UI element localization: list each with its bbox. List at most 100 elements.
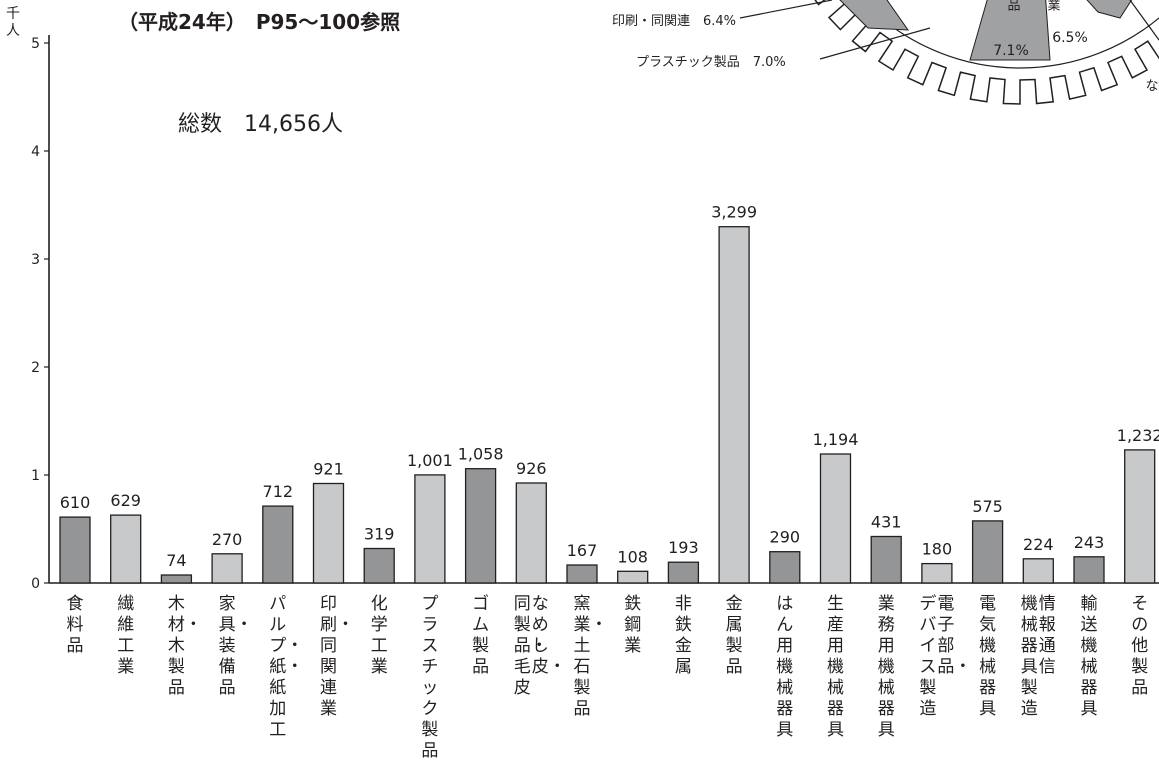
x-tick-label: 窯業・土石製品 <box>573 594 608 720</box>
x-tick-label-line: なめし皮・ <box>531 594 566 677</box>
bar-value-label: 224 <box>1023 535 1054 554</box>
x-tick-label: 食料品 <box>66 594 84 657</box>
x-tick-label-line: 繊維工業 <box>117 594 135 677</box>
bar-value-label: 193 <box>668 538 699 557</box>
bar <box>769 551 801 584</box>
bar <box>59 516 91 584</box>
bar-value-label: 712 <box>263 482 294 501</box>
bars: 610 629 74 270 712 921 319 1,001 1,058 926 167 108 1… <box>59 203 1159 584</box>
x-tick-label-line: 家具・装備品 <box>218 594 253 698</box>
bar <box>921 562 953 584</box>
bar <box>1124 449 1156 584</box>
x-tick-label: 業務用機械器具 <box>877 594 895 741</box>
y-tick-label: 3 <box>31 252 40 268</box>
bar-value-label: 921 <box>313 460 344 479</box>
bar <box>667 561 700 584</box>
bar-value-label: 180 <box>922 540 953 559</box>
pie-slice-right <box>1086 0 1133 19</box>
x-tick-label: その他製品 <box>1131 594 1149 699</box>
x-tick-label-line: パルプ・紙・紙加工 <box>269 594 304 740</box>
pie-leader-printing <box>739 0 833 19</box>
x-tick-label-line: 化学工業 <box>370 594 388 677</box>
x-tick-label-line: その他製品 <box>1131 594 1149 698</box>
bar <box>566 564 598 584</box>
bar-value-label: 74 <box>166 551 186 570</box>
x-tick-label-line: 業務用機械器具 <box>877 594 895 740</box>
bar <box>262 505 294 584</box>
bar-value-label: 926 <box>516 459 547 478</box>
x-tick-label-line: 情報通信 <box>1038 594 1056 677</box>
x-tick-label: 家具・装備品 <box>218 594 253 699</box>
pie-label-plastic: プラスチック製品 7.0% <box>636 55 786 70</box>
bar-value-label: 1,058 <box>458 445 504 464</box>
bar-value-label: 431 <box>871 513 902 532</box>
bar-value-label: 3,299 <box>711 203 757 222</box>
x-tick-label: 鉄鋼業 <box>624 594 642 657</box>
x-tick-label-line: 印刷・同関連業 <box>320 594 354 719</box>
bar-value-label: 290 <box>770 528 801 547</box>
x-tick-label-line: 生産用機械器具 <box>827 594 844 740</box>
x-tick-label: 木材・木製品 <box>167 594 202 699</box>
x-tick-label-line: 電気機械器具 <box>979 594 997 719</box>
bar <box>464 468 497 584</box>
pie-slice-left <box>839 0 909 31</box>
pie-fragment-na: な <box>1145 79 1158 94</box>
bar <box>211 553 243 584</box>
pie-value-chem: 6.5% <box>1052 30 1088 46</box>
x-tick-label: 化学工業 <box>370 594 388 678</box>
bar-value-label: 167 <box>567 541 598 560</box>
bar <box>110 514 142 584</box>
x-tick-label: 繊維工業 <box>117 594 135 678</box>
x-tick-label-line: デバイス製造 <box>919 594 937 719</box>
pie-leader-right <box>1129 0 1159 41</box>
x-tick-label-line: 輸送機械器具 <box>1080 594 1098 719</box>
bar <box>1022 558 1054 584</box>
x-tick-label-line: 機械器具製造 <box>1020 594 1038 719</box>
bar-value-label: 243 <box>1074 533 1105 552</box>
x-tick-label-line: プラスチック製品 <box>421 594 439 761</box>
pie-slice-metal <box>969 0 1051 61</box>
bar-value-label: 610 <box>60 493 91 512</box>
bar <box>1073 556 1105 584</box>
x-tick-label-line: 電子部品・ <box>937 594 972 677</box>
bar <box>312 482 345 584</box>
bar-value-label: 629 <box>110 491 141 510</box>
x-tick-label-line: 同製品・毛皮 <box>513 594 548 698</box>
pie-inset: 7.1% 6.5% 製品 工業な <box>739 0 1159 105</box>
bar <box>971 520 1004 584</box>
x-tick-label-line: 食料品 <box>66 594 84 656</box>
x-tick-label: 金属製品 <box>725 594 743 678</box>
pie-fragment-industry: 工業 <box>1045 0 1061 11</box>
bar <box>718 226 750 584</box>
bar-value-label: 1,001 <box>407 451 453 470</box>
x-tick-label: 輸送機械器具 <box>1080 594 1098 720</box>
x-tick-label-line: ゴム製品 <box>472 594 490 677</box>
bar-value-label: 319 <box>364 525 395 544</box>
x-tick-label: 生産用機械器具 <box>827 594 845 741</box>
chart-title: （平成24年） P95〜100参照 <box>118 10 401 34</box>
pie-fragment-products: 製品 <box>1005 0 1021 11</box>
total-count: 総数 14,656人 <box>178 112 343 137</box>
bar-value-label: 270 <box>212 530 243 549</box>
x-tick-label-line: 非鉄金属 <box>674 594 692 677</box>
x-tick-label: 印刷・同関連業 <box>320 594 354 720</box>
x-tick-label: 非鉄金属 <box>674 594 692 678</box>
bar <box>515 482 547 584</box>
bar <box>870 535 902 584</box>
y-tick-label: 4 <box>31 144 40 160</box>
pie-label-printing: 印刷・同関連 6.4% <box>612 14 737 29</box>
x-tick-label-line: 窯業・土石製品 <box>573 594 608 719</box>
bar-value-label: 1,194 <box>813 430 859 449</box>
pie-leader-plastic <box>819 27 931 60</box>
x-tick-label: はん用機械器具 <box>776 594 794 741</box>
x-tick-label: 電子部品・ デバイス製造 <box>919 594 972 720</box>
x-tick-label: なめし皮・ 同製品・毛皮 <box>513 594 566 699</box>
y-axis-unit-label: 千人 <box>6 6 20 39</box>
bar <box>617 570 649 584</box>
x-tick-label: ゴム製品 <box>472 594 490 678</box>
x-tick-label-line: 鉄鋼業 <box>624 594 642 656</box>
bar <box>363 547 395 584</box>
bar-value-label: 575 <box>972 497 1003 516</box>
bar-value-label: 1,232 <box>1117 426 1159 445</box>
bar <box>414 474 446 584</box>
